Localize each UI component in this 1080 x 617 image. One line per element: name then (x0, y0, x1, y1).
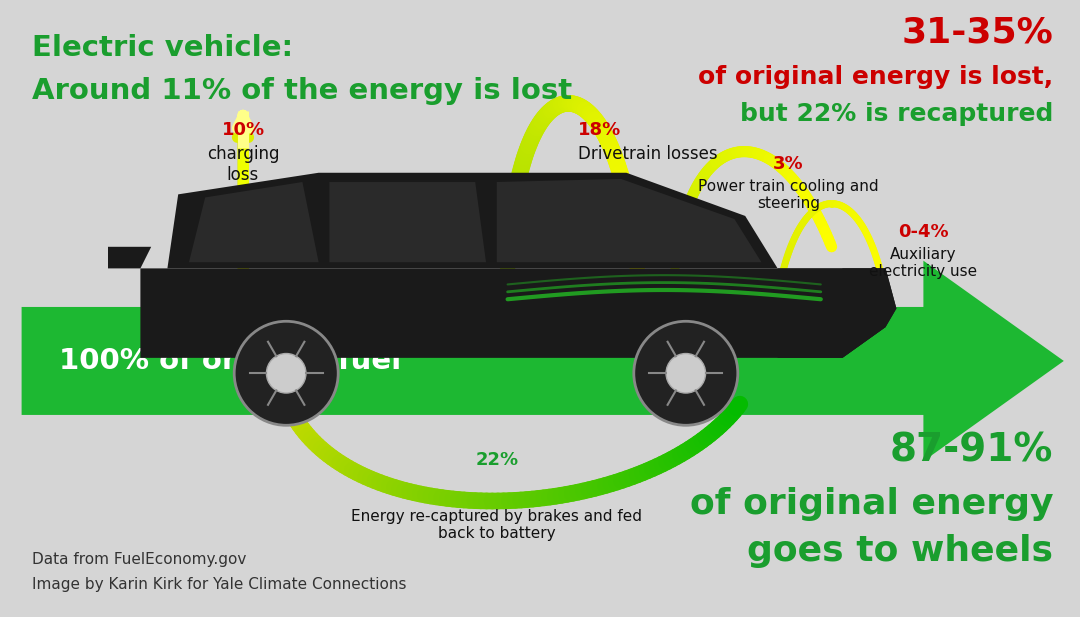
Circle shape (666, 354, 705, 393)
Circle shape (234, 321, 338, 425)
Text: but 22% is recaptured: but 22% is recaptured (740, 102, 1053, 126)
Text: of original energy: of original energy (689, 487, 1053, 521)
Polygon shape (778, 268, 896, 358)
Text: Data from FuelEconomy.gov: Data from FuelEconomy.gov (32, 552, 246, 567)
Text: Power train cooling and
steering: Power train cooling and steering (698, 179, 879, 212)
Text: 0-4%: 0-4% (899, 223, 948, 241)
Text: of original energy is lost,: of original energy is lost, (698, 65, 1053, 89)
Polygon shape (329, 182, 486, 262)
Text: 22%: 22% (475, 451, 518, 469)
Polygon shape (140, 268, 886, 358)
Text: 87-91%: 87-91% (890, 432, 1053, 470)
Text: goes to wheels: goes to wheels (747, 534, 1053, 568)
Text: 18%: 18% (578, 121, 621, 139)
Text: charging
loss: charging loss (206, 145, 280, 184)
Polygon shape (167, 173, 778, 268)
Text: 3%: 3% (773, 155, 804, 173)
Text: 10%: 10% (221, 121, 265, 139)
Text: Around 11% of the energy is lost: Around 11% of the energy is lost (32, 77, 572, 105)
Text: Electric vehicle:: Electric vehicle: (32, 34, 294, 62)
Polygon shape (842, 268, 896, 358)
Polygon shape (497, 179, 761, 262)
Text: 31-35%: 31-35% (901, 15, 1053, 49)
Text: Auxiliary
electricity use: Auxiliary electricity use (869, 247, 977, 280)
Polygon shape (22, 261, 1064, 462)
Text: Image by Karin Kirk for Yale Climate Connections: Image by Karin Kirk for Yale Climate Con… (32, 577, 407, 592)
Text: Drivetrain losses: Drivetrain losses (578, 145, 717, 163)
Circle shape (267, 354, 306, 393)
Text: 100% of original fuel: 100% of original fuel (59, 347, 402, 375)
Polygon shape (108, 247, 151, 268)
Circle shape (634, 321, 738, 425)
Text: Energy re-captured by brakes and fed
back to battery: Energy re-captured by brakes and fed bac… (351, 509, 643, 542)
Polygon shape (189, 182, 319, 262)
